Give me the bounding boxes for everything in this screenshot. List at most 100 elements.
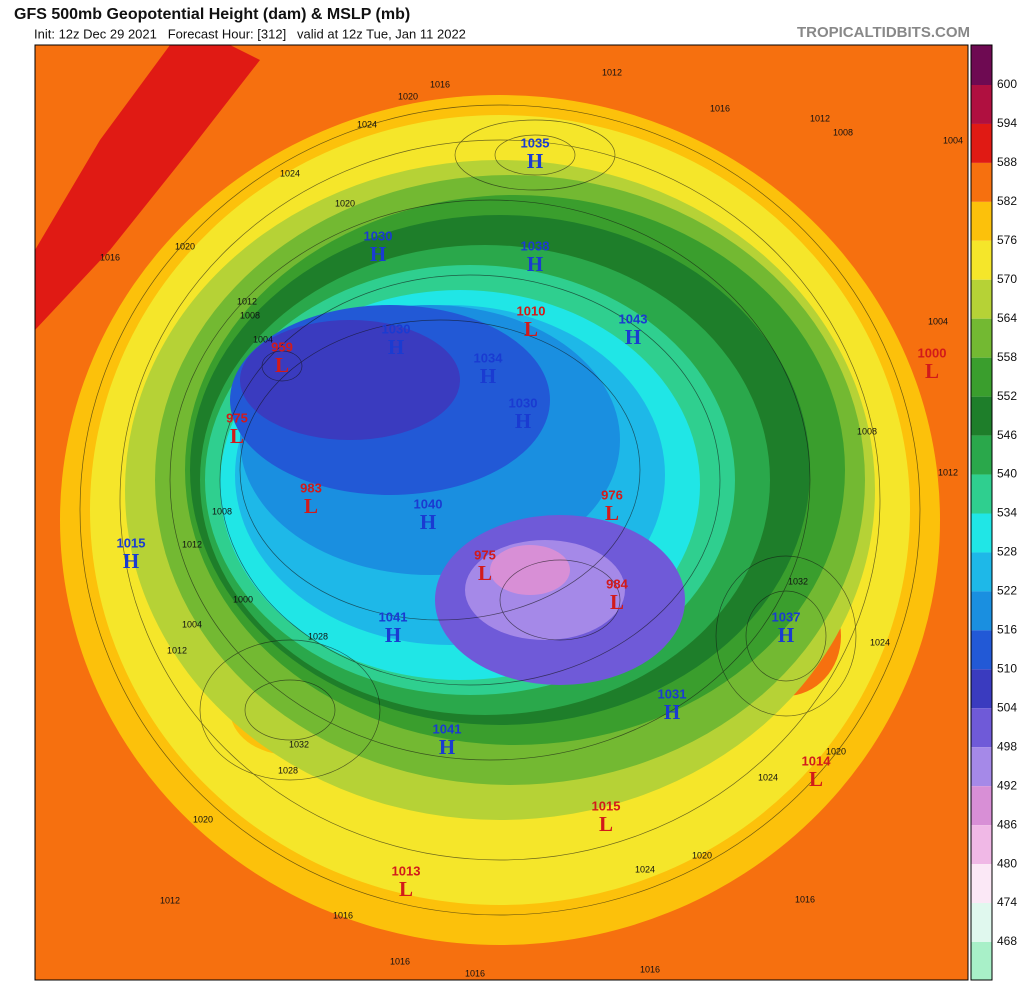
isobar-label: 1024 bbox=[280, 168, 300, 178]
isobar-label: 1008 bbox=[833, 127, 853, 137]
center-value: 1015 bbox=[592, 798, 621, 813]
center-value: 1041 bbox=[433, 721, 462, 736]
colorbar-band bbox=[971, 396, 992, 436]
center-value: 1030 bbox=[382, 321, 411, 336]
isobar-label: 1024 bbox=[870, 637, 890, 647]
colorbar-label: 468 bbox=[997, 934, 1017, 948]
isobar-label: 1020 bbox=[335, 198, 355, 208]
center-value: 975 bbox=[226, 410, 248, 425]
center-letter: H bbox=[388, 335, 404, 359]
colorbar-label: 516 bbox=[997, 623, 1017, 637]
center-letter: L bbox=[230, 424, 244, 448]
colorbar-band bbox=[971, 591, 992, 631]
center-letter: L bbox=[304, 494, 318, 518]
colorbar-label: 504 bbox=[997, 700, 1017, 714]
colorbar-band bbox=[971, 240, 992, 280]
colorbar-label: 540 bbox=[997, 467, 1017, 481]
isobar-label: 1012 bbox=[237, 296, 257, 306]
center-letter: H bbox=[370, 242, 386, 266]
colorbar-label: 498 bbox=[997, 739, 1017, 753]
center-value: 1014 bbox=[802, 753, 832, 768]
isobar-label: 1016 bbox=[465, 968, 485, 978]
center-value: 1030 bbox=[509, 395, 538, 410]
center-letter: H bbox=[527, 149, 543, 173]
colorbar-frame bbox=[970, 44, 993, 981]
colorbar-label: 492 bbox=[997, 778, 1017, 792]
colorbar-label: 486 bbox=[997, 817, 1017, 831]
map bbox=[35, 45, 968, 980]
isobar-label: 1004 bbox=[253, 334, 273, 344]
isobar-label: 1016 bbox=[640, 964, 660, 974]
colorbar-label: 594 bbox=[997, 116, 1017, 130]
isobar-label: 1020 bbox=[398, 91, 418, 101]
center-value: 1000 bbox=[918, 345, 947, 360]
colorbar-label: 546 bbox=[997, 428, 1017, 442]
isobar-label: 1028 bbox=[278, 765, 298, 775]
center-letter: L bbox=[478, 561, 492, 585]
colorbar-band bbox=[971, 903, 992, 942]
colorbar-label: 510 bbox=[997, 661, 1017, 675]
isobar-label: 1004 bbox=[182, 619, 202, 629]
isobar-label: 1008 bbox=[857, 426, 877, 436]
isobar-label: 1020 bbox=[175, 241, 195, 251]
center-letter: H bbox=[625, 325, 641, 349]
center-value: 1041 bbox=[379, 609, 408, 624]
isobar-label: 1012 bbox=[602, 67, 622, 77]
center-value: 976 bbox=[601, 487, 623, 502]
colorbar: 600 594 588 582 576 570 564 558 552 546 540 534 528 5… bbox=[970, 44, 1017, 981]
colorbar-band bbox=[971, 630, 992, 670]
colorbar-band bbox=[971, 747, 992, 787]
colorbar-band bbox=[971, 708, 992, 748]
colorbar-band bbox=[971, 318, 992, 358]
isobar-label: 1028 bbox=[308, 631, 328, 641]
colorbar-band bbox=[971, 942, 992, 980]
center-letter: L bbox=[809, 767, 823, 791]
center-letter: H bbox=[515, 409, 531, 433]
colorbar-band bbox=[971, 123, 992, 163]
isobar-label: 1032 bbox=[788, 576, 808, 586]
colorbar-band bbox=[971, 474, 992, 514]
colorbar-label: 558 bbox=[997, 350, 1017, 364]
isobar-label: 1008 bbox=[212, 506, 232, 516]
center-value: 975 bbox=[474, 547, 496, 562]
colorbar-label: 528 bbox=[997, 545, 1017, 559]
center-value: 959 bbox=[271, 339, 293, 354]
center-letter: H bbox=[664, 700, 680, 724]
colorbar-label: 582 bbox=[997, 194, 1017, 208]
colorbar-band bbox=[971, 279, 992, 319]
isobar-label: 1016 bbox=[430, 79, 450, 89]
center-letter: L bbox=[524, 317, 538, 341]
center-value: 1037 bbox=[772, 609, 801, 624]
isobar-label: 1020 bbox=[826, 746, 846, 756]
center-letter: H bbox=[420, 510, 436, 534]
colorbar-band bbox=[971, 669, 992, 709]
center-value: 1034 bbox=[474, 350, 504, 365]
isobar-label: 1032 bbox=[289, 739, 309, 749]
colorbar-band bbox=[971, 825, 992, 865]
colorbar-label: 564 bbox=[997, 311, 1017, 325]
isobar-label: 1016 bbox=[333, 910, 353, 920]
center-value: 1010 bbox=[517, 303, 546, 318]
isobar-label: 1024 bbox=[635, 864, 655, 874]
center-value: 1013 bbox=[392, 863, 421, 878]
isobar-label: 1012 bbox=[167, 645, 187, 655]
colorbar-label: 600 bbox=[997, 77, 1017, 91]
isobar-label: 1008 bbox=[240, 310, 260, 320]
colorbar-label: 474 bbox=[997, 895, 1017, 909]
center-letter: H bbox=[480, 364, 496, 388]
colorbar-band bbox=[971, 786, 992, 826]
isobar-label: 1020 bbox=[193, 814, 213, 824]
isobar-label: 1012 bbox=[810, 113, 830, 123]
isobar-label: 1012 bbox=[938, 467, 958, 477]
center-letter: L bbox=[599, 812, 613, 836]
colorbar-band bbox=[971, 552, 992, 592]
colorbar-label: 576 bbox=[997, 233, 1017, 247]
center-letter: H bbox=[778, 623, 794, 647]
center-value: 1030 bbox=[364, 228, 393, 243]
isobar-label: 1024 bbox=[758, 772, 778, 782]
center-letter: L bbox=[610, 590, 624, 614]
colorbar-label: 588 bbox=[997, 155, 1017, 169]
colorbar-band bbox=[971, 357, 992, 397]
